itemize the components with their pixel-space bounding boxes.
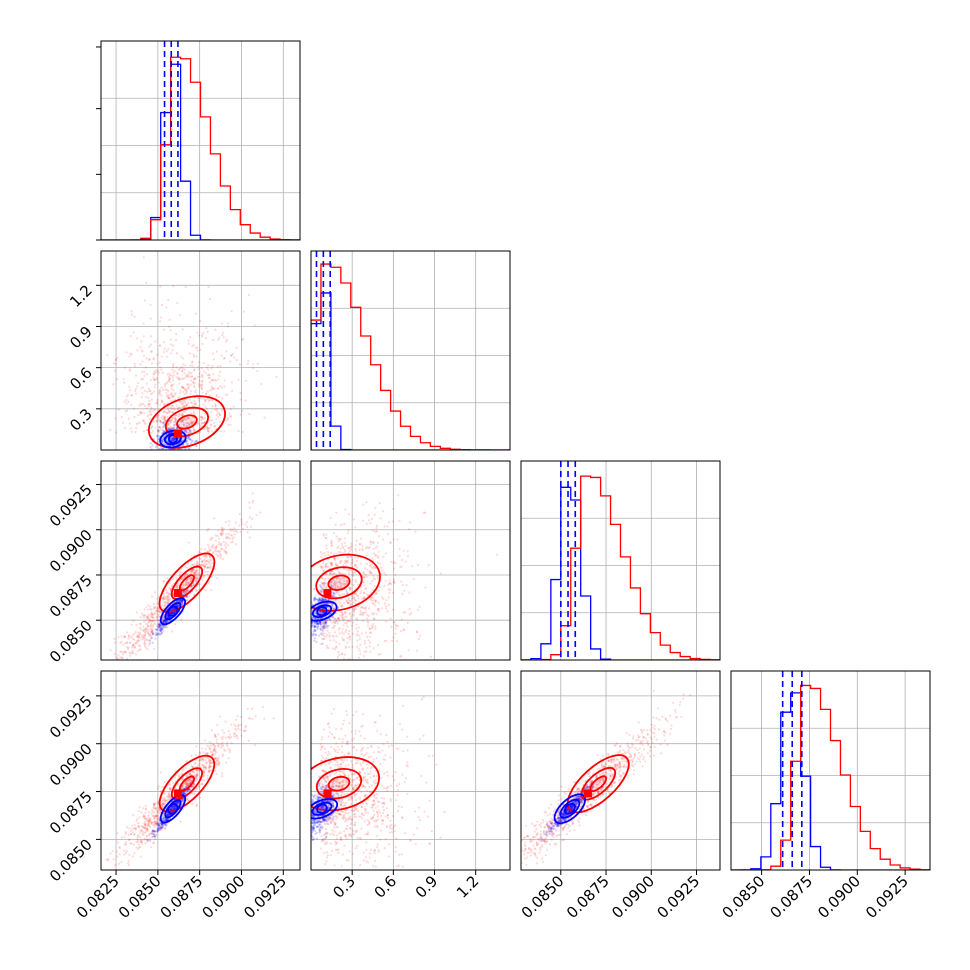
blue-contour xyxy=(159,794,187,824)
x-tick-label: 0.3 xyxy=(329,872,359,902)
y-tick-label: 0.0875 xyxy=(46,571,96,621)
red-contour xyxy=(315,768,363,800)
panel-2-1 xyxy=(311,461,510,660)
frame-3-2 xyxy=(520,670,721,871)
blue-histogram xyxy=(521,486,720,660)
red-contour xyxy=(327,775,351,792)
blue-contour xyxy=(164,602,182,621)
y-tick-label: 0.0900 xyxy=(46,526,96,576)
panel-0-0 xyxy=(101,41,300,240)
blue-contour xyxy=(563,802,576,815)
red-contour xyxy=(566,754,630,814)
x-tick-label: 0.0875 xyxy=(766,872,816,922)
blue-contour xyxy=(311,600,338,622)
blue-contour xyxy=(164,799,182,819)
panel-3-1 xyxy=(311,671,510,870)
blue-contour xyxy=(316,606,328,617)
red-contour xyxy=(158,754,216,813)
blue-contour xyxy=(159,597,186,626)
red-histogram xyxy=(101,56,300,240)
x-tick-label: 0.0925 xyxy=(862,872,912,922)
blue-histogram xyxy=(311,292,510,450)
y-tick-label: 0.3 xyxy=(66,405,96,435)
x-tick-label: 0.6 xyxy=(371,872,401,902)
x-tick-label: 0.0875 xyxy=(563,872,613,922)
frame-3-0 xyxy=(100,670,301,871)
frame-2-2 xyxy=(520,460,721,661)
panel-3-2 xyxy=(521,671,720,870)
x-tick-label: 0.0900 xyxy=(198,872,248,922)
red-contour xyxy=(580,766,617,801)
red-marker xyxy=(173,789,182,798)
red-marker xyxy=(173,589,182,598)
red-samples xyxy=(319,696,446,869)
y-tick-label: 0.0925 xyxy=(46,692,96,742)
frame-3-1 xyxy=(310,670,511,871)
red-marker xyxy=(583,789,592,798)
blue-histogram xyxy=(731,692,930,870)
blue-contour xyxy=(311,801,333,816)
x-tick-label: 0.0900 xyxy=(608,872,658,922)
x-tick-label: 0.0850 xyxy=(719,872,769,922)
x-tick-label: 0.0875 xyxy=(157,872,207,922)
blue-contour xyxy=(311,798,339,820)
red-histogram xyxy=(521,475,720,660)
x-tick-label: 0.0900 xyxy=(814,872,864,922)
y-tick-label: 0.0925 xyxy=(46,481,96,531)
panel-1-1 xyxy=(311,251,510,450)
red-contour xyxy=(327,574,351,591)
red-contour xyxy=(147,395,226,449)
y-tick-label: 0.9 xyxy=(66,323,96,353)
y-tick-label: 1.2 xyxy=(66,281,96,311)
x-tick-label: 0.0925 xyxy=(240,872,290,922)
y-tick-label: 0.0850 xyxy=(46,616,96,666)
blue-contour xyxy=(559,798,581,819)
panel-3-3 xyxy=(731,671,930,870)
red-histogram xyxy=(731,684,930,870)
y-tick-label: 0.0900 xyxy=(46,740,96,790)
x-tick-label: 0.0825 xyxy=(73,872,123,922)
blue-contour xyxy=(311,604,333,619)
red-marker xyxy=(323,589,332,598)
y-tick-label: 0.6 xyxy=(66,364,96,394)
blue-contour xyxy=(159,429,187,449)
red-contour xyxy=(315,566,363,600)
red-contour xyxy=(311,756,380,812)
panel-3-0 xyxy=(101,671,300,870)
red-marker xyxy=(173,429,182,438)
red-contour xyxy=(176,414,198,430)
red-contour xyxy=(170,565,204,600)
panel-2-2 xyxy=(521,461,720,660)
red-contour xyxy=(311,553,381,612)
red-samples xyxy=(319,494,499,660)
red-histogram xyxy=(311,263,510,450)
frame-0-0 xyxy=(100,40,301,241)
frame-2-1 xyxy=(310,460,511,661)
frame-1-1 xyxy=(310,250,511,451)
x-tick-label: 0.9 xyxy=(412,872,442,902)
frame-1-0 xyxy=(100,250,301,451)
y-tick-label: 0.0875 xyxy=(46,788,96,838)
panel-2-0 xyxy=(101,461,300,660)
blue-contour xyxy=(553,793,587,825)
red-samples xyxy=(101,256,278,435)
panel-1-0 xyxy=(101,251,300,450)
blue-contour xyxy=(316,803,328,814)
x-tick-label: 1.2 xyxy=(453,872,483,902)
red-contour xyxy=(164,406,210,438)
x-tick-label: 0.0850 xyxy=(518,872,568,922)
frame-2-0 xyxy=(100,460,301,661)
y-tick-label: 0.0850 xyxy=(46,835,96,885)
frame-3-3 xyxy=(730,670,931,871)
red-contour xyxy=(158,552,216,613)
x-tick-label: 0.0925 xyxy=(653,872,703,922)
x-tick-label: 0.0850 xyxy=(115,872,165,922)
red-marker xyxy=(323,789,332,798)
